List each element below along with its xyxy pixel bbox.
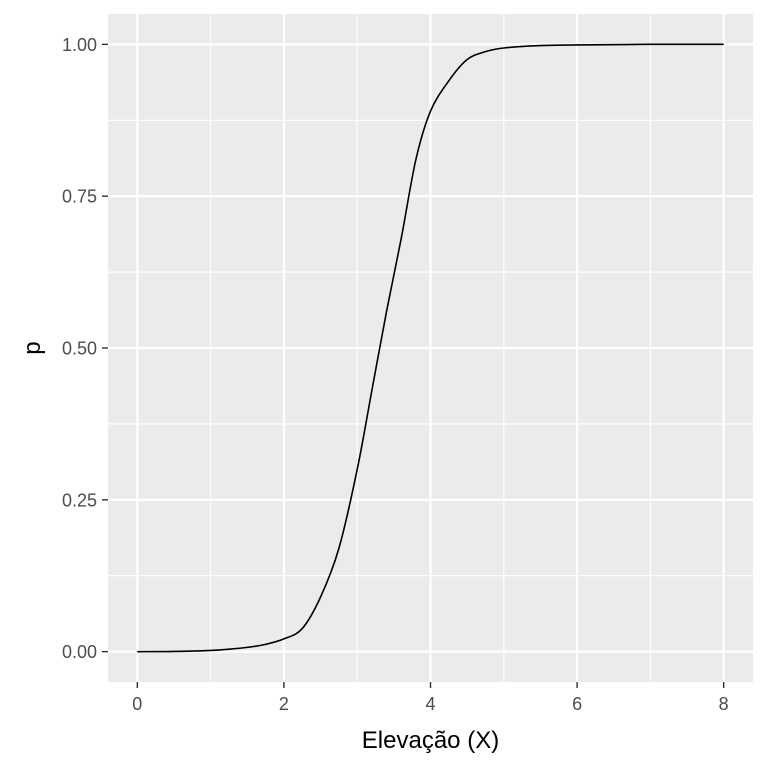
x-tick-label: 2 [279,694,289,714]
y-axis: 0.00 0.25 0.50 0.75 1.00 [62,35,108,662]
y-tick-label: 0.75 [62,187,97,207]
x-tick-label: 6 [572,694,582,714]
x-tick-label: 8 [719,694,729,714]
y-tick-label: 1.00 [62,35,97,55]
y-tick-label: 0.50 [62,339,97,359]
x-axis: 0 2 4 6 8 [132,682,729,714]
y-tick-label: 0.25 [62,490,97,510]
x-axis-title: Elevação (X) [362,727,499,754]
x-tick-label: 0 [132,694,142,714]
major-gridlines [108,14,753,682]
probability-curve [137,43,724,653]
x-tick-label: 4 [425,694,435,714]
y-axis-title: p [19,341,46,354]
y-tick-label: 0.00 [62,642,97,662]
series-layer [137,43,724,653]
